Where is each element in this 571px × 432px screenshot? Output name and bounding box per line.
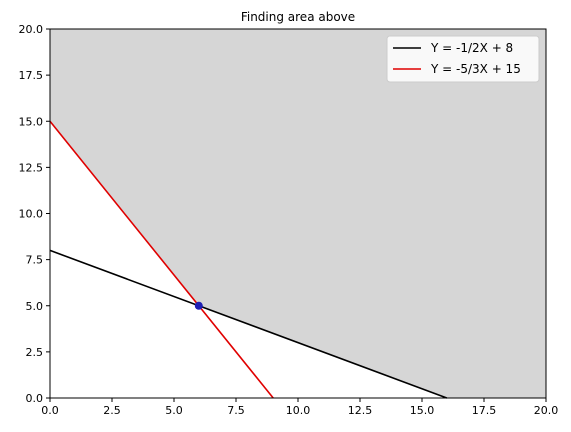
legend-label-2: Y = -5/3X + 15 — [430, 62, 521, 76]
y-tick-label: 17.5 — [19, 69, 44, 82]
shaded-region-layer — [50, 29, 546, 398]
y-tick-label: 7.5 — [26, 254, 44, 267]
x-tick-label: 7.5 — [227, 404, 245, 417]
chart-title: Finding area above — [241, 10, 355, 24]
y-tick-label: 0.0 — [26, 392, 44, 405]
x-tick-label: 0.0 — [41, 404, 59, 417]
x-tick-label: 15.0 — [410, 404, 435, 417]
intersection-point — [194, 301, 203, 310]
legend-label-1: Y = -1/2X + 8 — [430, 41, 513, 55]
ticks-layer: 0.0 2.5 5.0 7.5 10.0 12.5 15.0 17.5 20.0 0.0 2.5 5.… — [19, 23, 559, 417]
y-tick-label: 5.0 — [26, 300, 44, 313]
y-tick-label: 2.5 — [26, 346, 44, 359]
y-tick-label: 15.0 — [19, 115, 44, 128]
y-tick-label: 20.0 — [19, 23, 44, 36]
y-tick-label: 12.5 — [19, 161, 44, 174]
x-tick-label: 2.5 — [103, 404, 121, 417]
series-lines-layer — [49, 120, 448, 399]
x-tick-label: 10.0 — [286, 404, 311, 417]
shaded-area — [50, 29, 546, 398]
x-tick-label: 12.5 — [348, 404, 373, 417]
series-line-1 — [49, 249, 448, 399]
x-tick-label: 5.0 — [165, 404, 183, 417]
series-line-2 — [49, 120, 274, 399]
points-layer — [194, 301, 203, 310]
x-tick-label: 20.0 — [534, 404, 559, 417]
y-tick-label: 10.0 — [19, 208, 44, 221]
legend: Y = -1/2X + 8 Y = -5/3X + 15 — [386, 35, 540, 83]
legend-box — [386, 35, 540, 83]
x-tick-label: 17.5 — [472, 404, 497, 417]
